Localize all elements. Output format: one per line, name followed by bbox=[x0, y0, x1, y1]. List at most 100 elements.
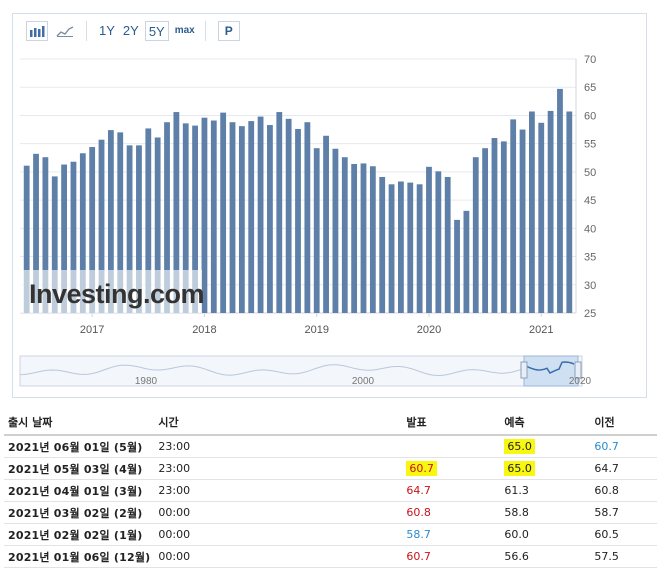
bar bbox=[136, 145, 142, 313]
y-tick-label: 25 bbox=[584, 308, 596, 320]
bar bbox=[360, 163, 367, 313]
release-date-cell: 2021년 05월 03일 (4월) bbox=[4, 457, 155, 480]
time-cell-value: 23:00 bbox=[158, 484, 191, 497]
x-tick-label: 2017 bbox=[80, 324, 104, 336]
bar bbox=[444, 176, 451, 313]
print-button[interactable]: P bbox=[217, 21, 240, 41]
actual-cell: 60.8 bbox=[402, 501, 501, 524]
bar bbox=[79, 153, 86, 313]
line-chart-toggle[interactable] bbox=[54, 21, 76, 41]
y-tick-label: 50 bbox=[584, 167, 596, 179]
time-cell-value: 23:00 bbox=[158, 462, 191, 475]
forecast-cell-value: 56.6 bbox=[504, 550, 529, 563]
x-tick-label: 2019 bbox=[304, 324, 328, 336]
bar bbox=[295, 128, 301, 313]
release-date-cell-value: 2021년 03월 02일 (2월) bbox=[8, 506, 143, 520]
y-tick-label: 35 bbox=[584, 252, 596, 264]
actual-cell-value: 58.7 bbox=[406, 528, 431, 541]
navigator-tick-label: 2020 bbox=[569, 376, 592, 387]
bar bbox=[379, 176, 386, 313]
bar bbox=[407, 182, 414, 313]
x-tick-label: 2021 bbox=[529, 324, 553, 336]
navigator-selected-series bbox=[525, 361, 575, 374]
chart-canvas: 25 30 35 40 45 50 55 60 65 70 Investing.com 2017 201… bbox=[19, 54, 596, 387]
previous-cell-value: 58.7 bbox=[594, 506, 619, 519]
header-release-date: 출시 날짜 bbox=[4, 410, 155, 436]
navigator-handle-right bbox=[574, 361, 582, 379]
range-max-button[interactable]: max bbox=[174, 25, 195, 36]
bar bbox=[369, 166, 376, 313]
bar bbox=[145, 128, 152, 313]
economic-calendar-table: 출시 날짜 시간 발표 예측 이전 2021년 06월 01일 (5월) 23:0… bbox=[4, 410, 657, 568]
bar bbox=[285, 118, 292, 313]
release-date-cell-value: 2021년 05월 03일 (4월) bbox=[8, 462, 143, 476]
toolbar-divider bbox=[204, 21, 206, 41]
bar bbox=[538, 122, 545, 313]
bar bbox=[426, 166, 432, 313]
release-date-cell: 2021년 04월 01일 (3월) bbox=[4, 479, 155, 502]
y-tick-label: 40 bbox=[584, 223, 596, 235]
y-tick-label: 55 bbox=[584, 139, 596, 151]
bar-chart-toggle[interactable] bbox=[26, 21, 48, 41]
x-tick-label: 2020 bbox=[417, 324, 441, 336]
bar bbox=[33, 153, 39, 313]
release-date-cell: 2021년 06월 01일 (5월) bbox=[4, 435, 155, 458]
actual-cell-value: 60.8 bbox=[406, 506, 431, 519]
forecast-cell: 65.0 bbox=[500, 435, 591, 458]
actual-cell: 60.7 bbox=[402, 545, 501, 568]
y-tick-label: 70 bbox=[584, 54, 596, 66]
bar bbox=[398, 181, 404, 313]
bar bbox=[89, 147, 96, 313]
bar bbox=[416, 184, 423, 313]
range-2y-button[interactable]: 2Y bbox=[122, 23, 139, 38]
bar bbox=[482, 148, 489, 313]
previous-cell-value: 57.5 bbox=[594, 550, 619, 563]
table-row: 2021년 01월 06일 (12월) 00:00 60.7 56.6 57.5 bbox=[4, 545, 657, 568]
actual-cell: 60.7 bbox=[402, 457, 501, 480]
bar bbox=[341, 157, 348, 313]
previous-cell-value: 60.5 bbox=[594, 528, 619, 541]
bar bbox=[510, 119, 517, 313]
previous-cell-value: 60.8 bbox=[594, 484, 619, 497]
watermark-backdrop bbox=[20, 270, 202, 313]
forecast-cell: 56.6 bbox=[500, 545, 591, 568]
range-1y-button[interactable]: 1Y bbox=[99, 23, 115, 38]
previous-cell: 60.8 bbox=[590, 479, 657, 502]
bar bbox=[528, 111, 535, 313]
header-previous: 이전 bbox=[590, 410, 657, 436]
forecast-cell: 65.0 bbox=[500, 457, 591, 480]
forecast-cell-value: 60.0 bbox=[504, 528, 529, 541]
time-cell: 00:00 bbox=[154, 501, 403, 524]
release-date-cell: 2021년 01월 06일 (12월) bbox=[4, 545, 155, 568]
bar bbox=[248, 121, 255, 313]
forecast-cell: 58.8 bbox=[500, 501, 591, 524]
bar bbox=[229, 122, 236, 314]
y-tick-label: 60 bbox=[584, 110, 596, 122]
navigator-tick-label: 2000 bbox=[352, 376, 375, 387]
time-cell: 23:00 bbox=[154, 435, 403, 458]
bar bbox=[182, 123, 189, 313]
time-cell: 00:00 bbox=[154, 545, 403, 568]
time-cell: 23:00 bbox=[154, 457, 403, 480]
bar-chart-icon bbox=[30, 26, 45, 37]
x-tick-label: 2018 bbox=[192, 324, 216, 336]
previous-cell: 60.5 bbox=[590, 523, 657, 546]
previous-cell: 57.5 bbox=[590, 545, 657, 568]
bar bbox=[351, 163, 358, 313]
navigator-track bbox=[19, 355, 583, 387]
bar bbox=[519, 129, 526, 313]
previous-cell-value: 60.7 bbox=[594, 440, 619, 453]
release-date-cell-value: 2021년 04월 01일 (3월) bbox=[8, 484, 143, 498]
bar bbox=[70, 161, 77, 313]
time-cell-value: 23:00 bbox=[158, 440, 191, 453]
bar bbox=[23, 165, 30, 313]
y-tick-label: 45 bbox=[584, 195, 596, 207]
range-5y-button[interactable]: 5Y bbox=[144, 21, 169, 41]
bar bbox=[500, 141, 507, 313]
actual-cell: 64.7 bbox=[402, 479, 501, 502]
bar bbox=[388, 184, 395, 313]
bar bbox=[313, 148, 320, 313]
release-date-cell: 2021년 02월 02일 (1월) bbox=[4, 523, 155, 546]
y-tick-label: 30 bbox=[584, 280, 596, 292]
time-cell-value: 00:00 bbox=[158, 528, 191, 541]
